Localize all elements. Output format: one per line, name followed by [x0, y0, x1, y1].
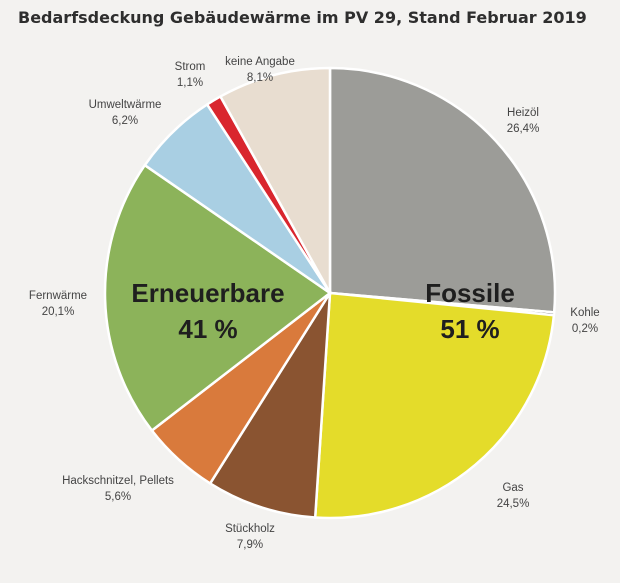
- pie-slice-4: [208, 291, 332, 519]
- slice-label-2: Kohle 0,2%: [570, 307, 599, 335]
- slice-label-7: Umweltwärme 6,2%: [89, 99, 162, 127]
- pie-slice-6: [103, 163, 332, 432]
- pie-slice-9: [219, 66, 332, 295]
- pie-slices: [103, 66, 557, 520]
- group-label-2: Erneuerbare 41 %: [131, 278, 284, 344]
- pie-slice-1: [328, 66, 557, 314]
- pie-slice-3: [313, 291, 556, 520]
- slice-label-3: Gas 24,5%: [497, 482, 530, 510]
- slice-label-6: Fernwärme 20,1%: [29, 290, 87, 318]
- slice-label-1: Heizöl 26,4%: [507, 107, 540, 135]
- slice-label-5: Hackschnitzel, Pellets 5,6%: [62, 475, 174, 503]
- slice-label-9: keine Angabe 8,1%: [225, 56, 295, 84]
- group-label-1: Fossile 51 %: [425, 278, 515, 344]
- chart-title: Bedarfsdeckung Gebäudewärme im PV 29, St…: [18, 8, 587, 27]
- slice-label-8: Strom 1,1%: [175, 61, 206, 89]
- slice-label-4: Stückholz 7,9%: [225, 523, 275, 551]
